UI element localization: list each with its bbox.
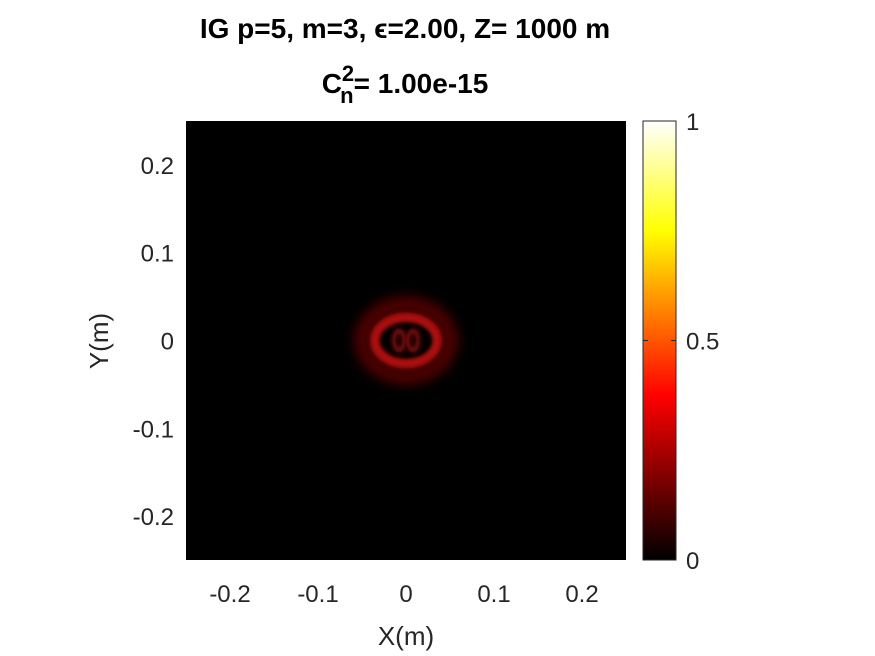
chart-title-line1: IG p=5, m=3, ϵ=2.00, Z= 1000 m — [200, 13, 610, 44]
colorbar-tick-label: 1 — [686, 109, 699, 136]
y-axis-ticks: 0.2 0.1 0 -0.1 -0.2 — [133, 153, 174, 531]
colorbar-tick-label: 0 — [686, 548, 699, 575]
y-tick-label: -0.2 — [133, 504, 174, 531]
x-tick-label: -0.1 — [297, 581, 338, 608]
title-cn-sup: 2 — [342, 61, 354, 86]
y-tick-label: 0 — [161, 329, 174, 356]
x-axis-label: X(m) — [378, 621, 434, 651]
beam-main-ring — [370, 312, 442, 369]
colorbar-gradient — [643, 121, 676, 560]
x-tick-label: 0 — [399, 581, 412, 608]
title-cn-rest: = 1.00e-15 — [354, 68, 489, 99]
chart-title-line2: C2 n= 1.00e-15 — [322, 61, 489, 108]
colorbar-ticks: 10.50 — [643, 109, 719, 575]
y-tick-label: 0.2 — [141, 153, 174, 180]
colorbar-tick-label: 0.5 — [686, 329, 719, 356]
title-cn-sub: n — [340, 83, 353, 108]
y-tick-label: 0.1 — [141, 241, 174, 268]
beam-outer-glow — [355, 297, 457, 384]
x-axis-ticks: -0.2 -0.1 0 0.1 0.2 — [209, 581, 598, 608]
beam-inner-lobe — [392, 328, 406, 353]
beam-inner-lobe — [406, 328, 420, 353]
title-cn-base: C — [322, 68, 342, 99]
y-axis-label: Y(m) — [84, 313, 114, 369]
colorbar: 10.50 — [642, 109, 719, 575]
x-tick-label: 0.2 — [565, 581, 598, 608]
x-tick-label: -0.2 — [209, 581, 250, 608]
x-tick-label: 0.1 — [477, 581, 510, 608]
plot-area — [186, 121, 626, 560]
y-tick-label: -0.1 — [133, 416, 174, 443]
beam-intensity — [355, 297, 457, 384]
